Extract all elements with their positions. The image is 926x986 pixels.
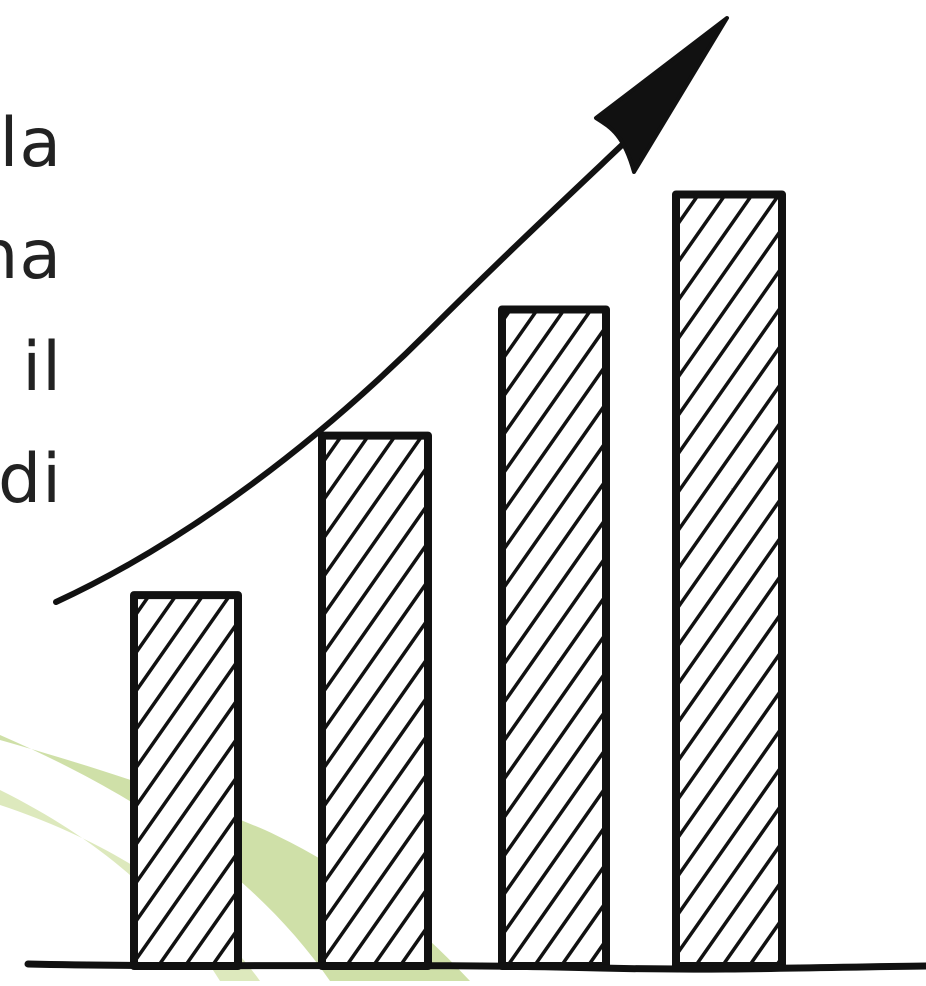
bar-4 [672, 190, 786, 970]
cropped-text-line-2: na [0, 222, 62, 290]
bar-3 [498, 305, 610, 970]
bar-series [130, 190, 786, 971]
cropped-text-line-4: di [0, 446, 62, 514]
trend-arrow-head-icon [594, 16, 729, 174]
bar-1 [130, 591, 242, 970]
x-axis-baseline [24, 960, 926, 973]
cropped-text-line-1: la [0, 110, 62, 178]
cropped-text-line-3: il [22, 334, 62, 402]
bar-2 [318, 431, 432, 971]
trend-arrow-line [53, 125, 643, 605]
